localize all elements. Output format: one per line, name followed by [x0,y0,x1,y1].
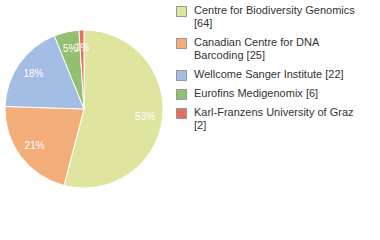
svg-text:53%: 53% [135,111,155,122]
html-text:Karl-Franzens University of Gr: Karl-Franzens University of Graz [2] [194,106,354,131]
svg-text:18%: 18% [23,68,43,79]
html-text:Centre for Biodiversity Genomi: Centre for Biodiversity Genomics [64] [194,4,355,29]
svg-text:5%: 5% [63,43,78,55]
svg-text:21%: 21% [25,140,45,151]
svg-text:1%: 1% [75,42,90,53]
html-text:Eurofins Medigenomix [6]: Eurofins Medigenomix [6] [194,87,319,99]
html-text:Canadian Centre for DNA Barcod: Canadian Centre for DNA Barcoding [25] [194,36,319,61]
html-text:Wellcome Sanger Institute [22]: Wellcome Sanger Institute [22] [194,68,344,80]
